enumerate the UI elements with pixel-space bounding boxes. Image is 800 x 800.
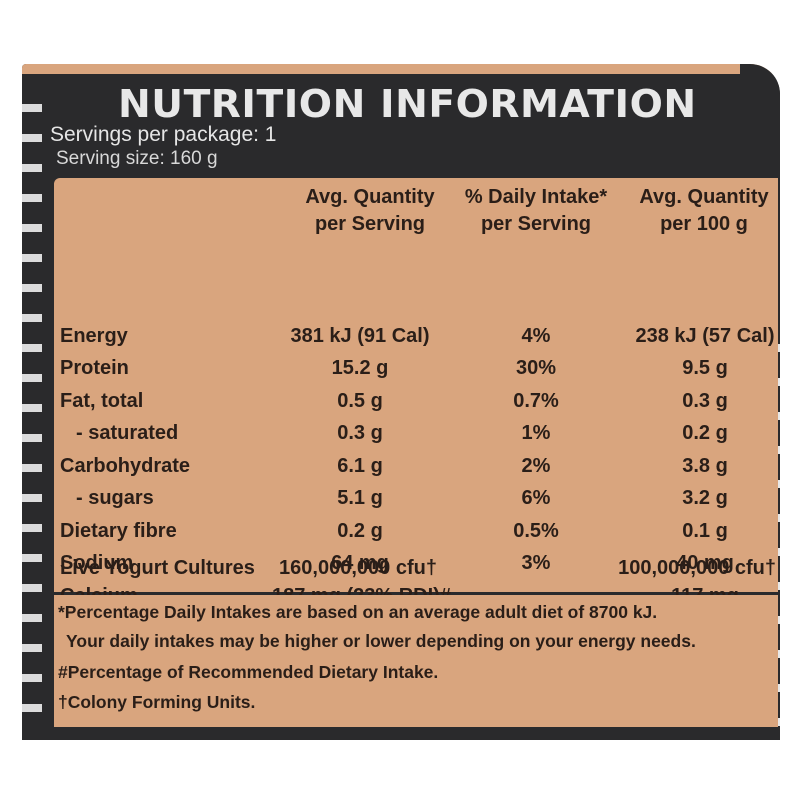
daily-intake-value: 6% [521, 487, 551, 509]
per-100g-value: 0.2 g [682, 422, 728, 444]
row-label: Sodium [60, 552, 134, 574]
per-serving-value: 160,000,000 cfu† [279, 557, 437, 579]
footnote-rdi: #Percentage of Recommended Dietary Intak… [58, 662, 439, 682]
footnote-cfu: †Colony Forming Units. [58, 692, 256, 712]
serving-size: Serving size: 160 g [56, 148, 218, 169]
col-header-daily-intake: % Daily Intake* per Serving [446, 184, 626, 238]
footnote-daily-intake: *Percentage Daily Intakes are based on a… [58, 602, 658, 622]
row-label: Dietary fibre [60, 520, 177, 542]
per-100g-value: 9.5 g [682, 357, 728, 379]
col-header-per-100g-line1: Avg. Quantity [639, 186, 769, 208]
daily-intake-value: 0.7% [513, 390, 559, 412]
daily-intake-value: 4% [521, 325, 551, 347]
per-serving-value: 381 kJ (91 Cal) [290, 325, 430, 347]
row-label: - saturated [76, 422, 179, 444]
row-label: Energy [60, 325, 128, 347]
col-header-per-100g-line2: per 100 g [660, 213, 748, 235]
row-label: Protein [60, 357, 129, 379]
per-serving-value: 5.1 g [337, 487, 383, 509]
per-100g-value: 0.1 g [682, 520, 728, 542]
per-serving-value: 0.2 g [337, 520, 383, 542]
per-100g-value: 100,000,000 cfu† [618, 557, 776, 579]
footnotes-panel [54, 595, 778, 727]
per-serving-value: 0.5 g [337, 390, 383, 412]
nutrition-table-panel: Avg. Quantity per Serving % Daily Intake… [54, 178, 780, 607]
per-100g-value: 3.8 g [682, 455, 728, 477]
row-label: Carbohydrate [60, 455, 191, 477]
row-label: - sugars [76, 487, 154, 509]
col-header-per-serving-line2: per Serving [314, 213, 426, 235]
row-label: Live Yogurt Cultures [60, 557, 255, 579]
per-serving-value: 64 mg [331, 552, 389, 574]
col-header-per-serving-line1: Avg. Quantity [305, 186, 435, 208]
top-tan-strip [22, 64, 780, 74]
col-header-per-100g: Avg. Quantity per 100 g [614, 184, 780, 238]
nutrition-label: NUTRITION INFORMATION Servings per packa… [22, 64, 780, 740]
daily-intake-value: 1% [521, 422, 551, 444]
per-serving-value: 0.3 g [337, 422, 383, 444]
daily-intake-value: 0.5% [513, 520, 559, 542]
left-edge-stripes [22, 104, 42, 734]
per-100g-value: 238 kJ (57 Cal) [635, 325, 775, 347]
per-100g-value: 3.2 g [682, 487, 728, 509]
per-serving-value: 15.2 g [331, 357, 389, 379]
panel-title: NUTRITION INFORMATION [118, 82, 697, 126]
daily-intake-value: 30% [515, 357, 557, 379]
daily-intake-value: 3% [521, 552, 551, 574]
col-header-per-serving: Avg. Quantity per Serving [280, 184, 460, 238]
daily-intake-value: 2% [521, 455, 551, 477]
servings-per-package: Servings per package: 1 [50, 123, 277, 146]
col-header-daily-intake-line1: % Daily Intake* [464, 186, 608, 208]
per-serving-value: 6.1 g [337, 455, 383, 477]
per-100g-value: 40 mg [676, 552, 734, 574]
footnote-daily-intake-cont: Your daily intakes may be higher or lowe… [66, 631, 696, 651]
col-header-daily-intake-line2: per Serving [480, 213, 592, 235]
per-100g-value: 0.3 g [682, 390, 728, 412]
row-label: Fat, total [60, 390, 144, 412]
